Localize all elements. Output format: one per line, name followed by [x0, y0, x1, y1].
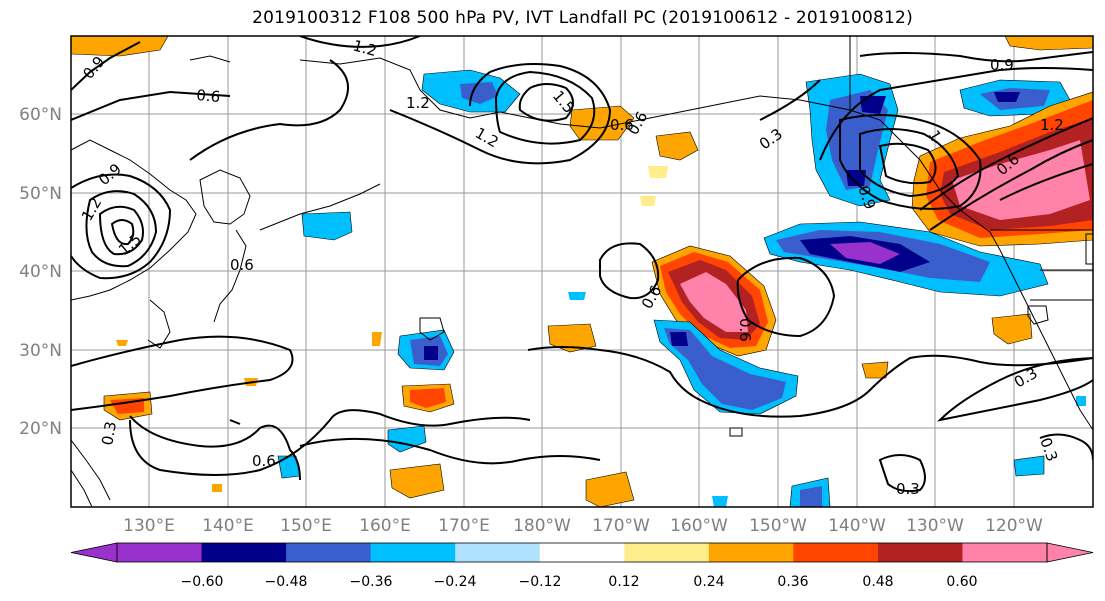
- lon-label: 130°W: [906, 516, 964, 536]
- shade-navy: [424, 346, 438, 360]
- contour-label: 0.3: [98, 420, 120, 447]
- shade-orange: [71, 36, 169, 57]
- lon-label: 170°W: [592, 516, 650, 536]
- lon-label: 150°W: [749, 516, 807, 536]
- colorbar-tick-label: −0.36: [350, 574, 393, 590]
- colorbar-extend-low: [70, 542, 118, 563]
- shade-blue: [664, 328, 786, 410]
- contour-label: 0.3: [896, 480, 920, 498]
- colorbar-segment: [539, 543, 625, 562]
- lat-label: 50°N: [19, 184, 62, 204]
- colorbar-segment: [286, 543, 372, 562]
- shade-orange: [547, 323, 597, 353]
- shade-lightblue: [1020, 264, 1038, 276]
- ivt-contours: [71, 36, 1093, 493]
- colorbar-segment: [624, 543, 710, 562]
- lat-labels: 60°N 50°N 40°N 30°N 20°N: [19, 105, 62, 439]
- lat-label: 30°N: [19, 341, 62, 361]
- colorbar-frame: [116, 542, 1048, 563]
- figure-title: 2019100312 F108 500 hPa PV, IVT Landfall…: [252, 8, 913, 28]
- contour-label: 0.6: [252, 452, 276, 470]
- contour-label: 0.3: [1011, 364, 1041, 392]
- colorbar-segment: [370, 543, 456, 562]
- shade-blue: [460, 82, 498, 104]
- lat-label: 20°N: [19, 419, 62, 439]
- contour-label: 1.2: [406, 94, 430, 112]
- shade-orange: [861, 361, 889, 379]
- shade-navy: [994, 92, 1020, 102]
- shade-red: [410, 388, 446, 408]
- contour-label: 1.2: [1040, 116, 1064, 134]
- shade-navy: [670, 332, 688, 346]
- shade-lightblue: [1076, 396, 1086, 406]
- colorbar-segment: [962, 543, 1048, 562]
- colorbar-segment: [455, 543, 541, 562]
- shade-purple: [830, 242, 900, 264]
- shade-lightblue: [1013, 455, 1045, 477]
- contour-label: 0.6: [196, 86, 221, 106]
- colorbar-segment: [201, 543, 287, 562]
- contour-label: 0.9: [95, 160, 125, 189]
- colorbar-tick-labels: −0.60 −0.48 −0.36 −0.24 −0.12 0.12 0.24 …: [181, 574, 978, 590]
- colorbar-tick-label: 0.24: [693, 574, 724, 590]
- shade-orange: [372, 332, 382, 346]
- shade-orange: [1004, 36, 1093, 51]
- contour-label: 0.6: [736, 318, 754, 342]
- contour-label: 0.9: [990, 56, 1014, 74]
- lon-label: 150°E: [280, 516, 332, 536]
- shade-pink: [680, 272, 748, 332]
- shade-yellow: [648, 166, 668, 178]
- shade-navy: [846, 170, 866, 186]
- shade-lightblue: [712, 496, 728, 507]
- map-frame: [70, 35, 1094, 508]
- colorbar-segment: [708, 543, 794, 562]
- colorbar-segment: [117, 543, 203, 562]
- colorbar-tick-label: 0.48: [862, 574, 893, 590]
- shade-navy: [860, 96, 886, 114]
- lon-label: 140°E: [202, 516, 254, 536]
- colorbar: [70, 542, 1094, 563]
- lon-labels: 130°E 140°E 150°E 160°E 170°E 180°W 170°…: [123, 516, 1043, 536]
- shade-orange: [585, 471, 635, 507]
- lon-label: 130°E: [123, 516, 175, 536]
- shade-orange: [116, 340, 128, 346]
- lon-label: 120°W: [985, 516, 1043, 536]
- contour-label: 0.6: [230, 256, 254, 274]
- colorbar-segment: [877, 543, 963, 562]
- colorbar-tick-label: −0.48: [265, 574, 308, 590]
- shade-yellow: [640, 196, 656, 206]
- colorbar-tick-label: 0.60: [946, 574, 977, 590]
- shade-orange: [569, 105, 635, 141]
- shade-lightblue: [568, 292, 586, 300]
- coastlines: [71, 36, 1093, 507]
- contour-label: 0.6: [610, 116, 634, 134]
- shade-orange: [389, 463, 445, 499]
- shade-lightblue: [301, 211, 353, 241]
- colorbar-tick-label: 0.36: [777, 574, 808, 590]
- colorbar-tick-label: −0.24: [434, 574, 477, 590]
- colorbar-extend-high: [1046, 542, 1094, 563]
- shade-orange: [212, 484, 222, 492]
- colorbar-tick-label: −0.12: [519, 574, 562, 590]
- shade-blue: [800, 486, 822, 507]
- lon-label: 160°E: [359, 516, 411, 536]
- lat-label: 60°N: [19, 105, 62, 125]
- shade-pink: [952, 140, 1090, 220]
- colorbar-tick-label: −0.60: [181, 574, 224, 590]
- lon-label: 160°W: [670, 516, 728, 536]
- shade-orange: [655, 131, 699, 161]
- colorbar-segment: [793, 543, 879, 562]
- colorbar-tick-label: 0.12: [608, 574, 639, 590]
- lon-label: 140°W: [828, 516, 886, 536]
- shade-orange: [991, 313, 1033, 345]
- lat-label: 40°N: [19, 262, 62, 282]
- lon-label: 180°W: [513, 516, 571, 536]
- contour-label: 0.3: [756, 125, 786, 153]
- lon-label: 170°E: [438, 516, 490, 536]
- contour-label: 1.2: [78, 194, 106, 224]
- contour-label: 1.2: [351, 36, 379, 60]
